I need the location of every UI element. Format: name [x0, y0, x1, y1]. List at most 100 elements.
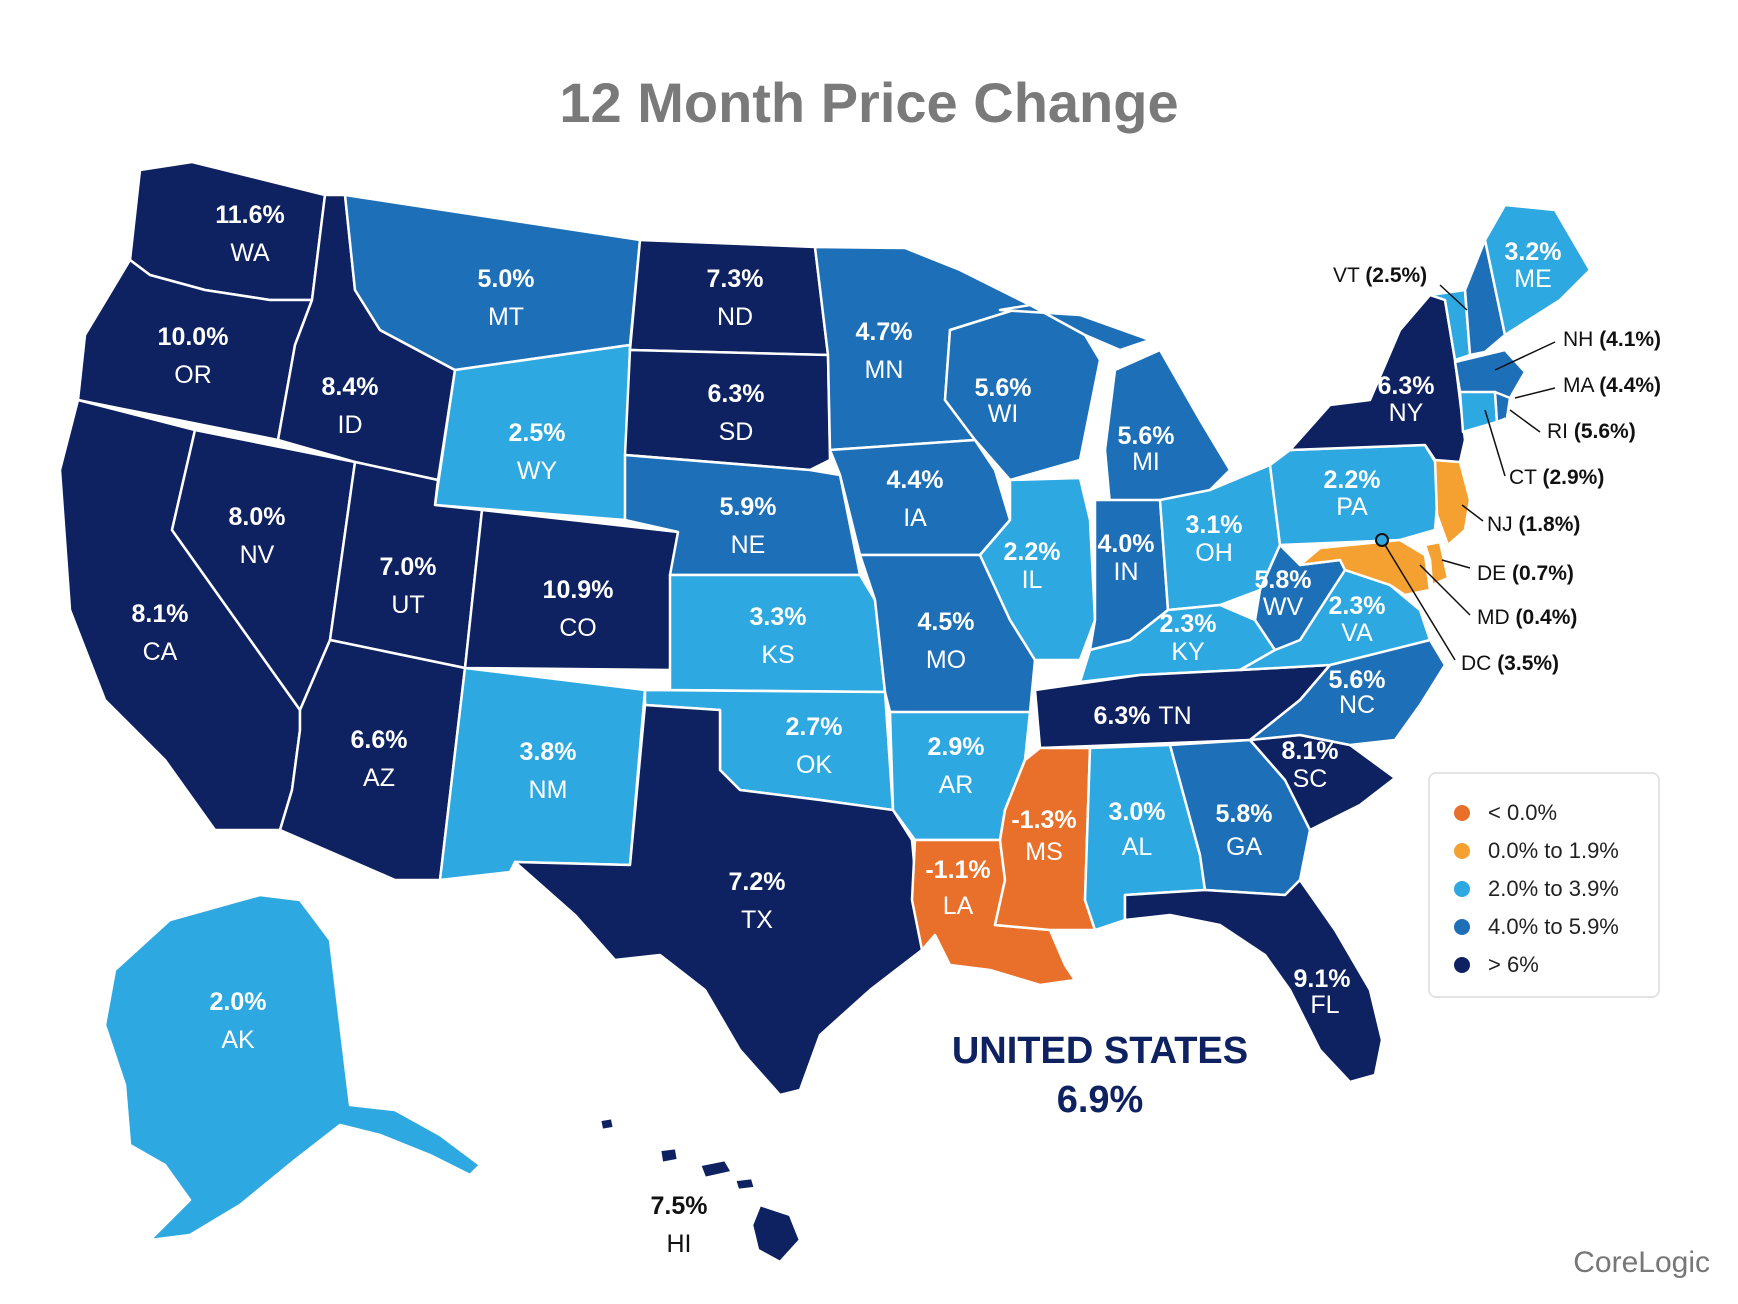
svg-text:WV: WV — [1263, 593, 1304, 621]
callout-NJ: NJ (1.8%) — [1487, 513, 1580, 536]
national-value: 6.9% — [1056, 1079, 1144, 1121]
svg-text:TX: TX — [741, 906, 773, 934]
label-MI: 5.6%MI — [1118, 422, 1175, 476]
state-RI[interactable] — [1493, 390, 1512, 424]
svg-text:3.2%: 3.2% — [1505, 238, 1562, 266]
legend-swatch — [1454, 919, 1470, 935]
svg-text:4.0%: 4.0% — [1098, 530, 1155, 558]
label-LA: -1.1% LA — [925, 856, 990, 920]
svg-text:SC: SC — [1293, 765, 1328, 793]
legend-item: < 0.0% — [1454, 796, 1557, 830]
state-NC[interactable] — [1248, 638, 1447, 747]
svg-text:OH: OH — [1195, 539, 1233, 567]
svg-text:CA: CA — [143, 638, 178, 666]
state-NJ[interactable] — [1433, 458, 1472, 547]
svg-text:NE: NE — [731, 531, 766, 559]
legend-label: > 6% — [1488, 952, 1539, 977]
svg-text:IA: IA — [903, 504, 927, 532]
state-AK[interactable] — [103, 893, 482, 1242]
callout-NH: NH (4.1%) — [1563, 328, 1661, 351]
state-ND[interactable] — [628, 238, 830, 357]
svg-text:2.3%: 2.3% — [1160, 610, 1217, 638]
state-VT[interactable] — [1428, 288, 1472, 362]
label-NM: 3.8% NM — [520, 738, 577, 804]
label-NE: 5.9% NE — [720, 493, 777, 559]
label-MT: 5.0% MT — [478, 265, 535, 331]
svg-text:-1.1%: -1.1% — [925, 856, 990, 884]
state-ME[interactable] — [1483, 203, 1592, 337]
svg-text:NM: NM — [529, 776, 568, 804]
svg-text:MT: MT — [488, 303, 524, 331]
legend-label: 4.0% to 5.9% — [1488, 914, 1619, 939]
label-WI: 5.6%WI — [975, 374, 1032, 428]
svg-text:3.0%: 3.0% — [1109, 798, 1166, 826]
svg-text:5.8%: 5.8% — [1255, 566, 1312, 594]
state-IA[interactable] — [828, 438, 1012, 557]
svg-text:2.2%: 2.2% — [1324, 466, 1381, 494]
svg-text:3.3%: 3.3% — [750, 603, 807, 631]
callout-VT: VT (2.5%) — [1333, 264, 1427, 287]
label-WY: 2.5% WY — [509, 419, 566, 485]
svg-text:6.3%: 6.3% — [1094, 702, 1151, 730]
legend-item: 2.0% to 3.9% — [1454, 872, 1619, 906]
state-KS[interactable] — [668, 573, 887, 694]
label-AK: 2.0% AK — [210, 988, 267, 1054]
callout-labels: VT (2.5%) NH (4.1%) MA (4.4%) RI (5.6%) … — [1333, 264, 1661, 675]
state-CT[interactable] — [1458, 390, 1499, 434]
svg-text:11.6%: 11.6% — [215, 201, 285, 229]
state-NM[interactable] — [438, 666, 647, 882]
svg-text:AR: AR — [939, 771, 974, 799]
svg-text:NC: NC — [1339, 691, 1375, 719]
label-SC: 8.1%SC — [1282, 737, 1339, 793]
label-MN: 4.7% MN — [856, 318, 913, 384]
label-NC: 5.6%NC — [1329, 666, 1386, 719]
state-MA[interactable] — [1453, 348, 1527, 400]
dc-marker — [1375, 533, 1389, 547]
label-MS: -1.3% MS — [1011, 806, 1076, 866]
svg-text:5.6%: 5.6% — [975, 374, 1032, 402]
svg-text:8.0%: 8.0% — [229, 503, 286, 531]
state-FL[interactable] — [1123, 878, 1384, 1084]
label-CA: 8.1% CA — [132, 600, 189, 666]
svg-text:TN: TN — [1158, 702, 1191, 730]
callout-DC: DC (3.5%) — [1461, 652, 1559, 675]
label-AZ: 6.6% AZ — [351, 726, 408, 792]
state-NH[interactable] — [1463, 238, 1507, 357]
label-VA: 2.3%VA — [1329, 592, 1386, 647]
legend: < 0.0% 0.0% to 1.9% 2.0% to 3.9% 4.0% to 5.… — [1428, 772, 1660, 998]
svg-text:4.5%: 4.5% — [918, 608, 975, 636]
callout-CT: CT (2.9%) — [1509, 466, 1604, 489]
svg-text:LA: LA — [943, 892, 974, 920]
legend-item: 0.0% to 1.9% — [1454, 834, 1619, 868]
label-AL: 3.0% AL — [1109, 798, 1166, 861]
svg-text:AL: AL — [1122, 833, 1153, 861]
svg-text:WY: WY — [517, 457, 558, 485]
state-HI[interactable] — [598, 1116, 802, 1264]
svg-text:FL: FL — [1310, 991, 1339, 1019]
label-MO: 4.5% MO — [918, 608, 975, 674]
svg-text:ID: ID — [338, 411, 363, 439]
svg-text:GA: GA — [1226, 833, 1262, 861]
label-IA: 4.4% IA — [887, 466, 944, 532]
legend-label: < 0.0% — [1488, 800, 1558, 825]
svg-text:10.0%: 10.0% — [158, 323, 229, 351]
state-MI[interactable] — [998, 303, 1232, 507]
label-CO: 10.9% CO — [543, 576, 614, 642]
svg-text:3.1%: 3.1% — [1186, 511, 1243, 539]
legend-label: 0.0% to 1.9% — [1488, 838, 1619, 863]
svg-text:MO: MO — [926, 646, 966, 674]
state-SD[interactable] — [623, 348, 832, 472]
national-total: UNITED STATES 6.9% — [900, 1030, 1300, 1122]
state-DE[interactable] — [1423, 540, 1450, 587]
national-label: UNITED STATES — [951, 1030, 1249, 1072]
state-TX[interactable] — [513, 703, 924, 1097]
svg-text:4.4%: 4.4% — [887, 466, 944, 494]
state-IL[interactable] — [978, 476, 1097, 662]
label-PA: 2.2%PA — [1324, 466, 1381, 521]
svg-text:5.9%: 5.9% — [720, 493, 777, 521]
svg-text:NV: NV — [240, 541, 275, 569]
state-MD[interactable] — [1298, 538, 1432, 597]
svg-text:8.4%: 8.4% — [322, 373, 379, 401]
svg-text:7.2%: 7.2% — [729, 868, 786, 896]
svg-text:AZ: AZ — [363, 764, 395, 792]
